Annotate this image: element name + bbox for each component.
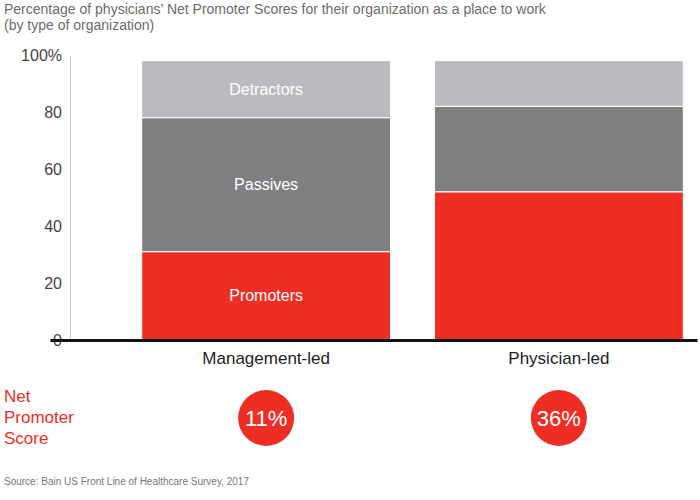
- nps-value: 11%: [245, 406, 287, 431]
- bar-segment: [142, 61, 391, 118]
- x-axis-line: [51, 339, 698, 342]
- y-tick-label: 80: [44, 104, 62, 121]
- net-promoter-score: Net Promoter Score 11% 36%: [4, 387, 587, 448]
- series-label: Detractors: [229, 81, 303, 98]
- series: [142, 106, 684, 251]
- y-tick-label: 20: [44, 275, 62, 292]
- y-tick: 40: [44, 218, 70, 235]
- y-tick-label: 40: [44, 218, 62, 235]
- x-tick: Management-led: [202, 340, 330, 368]
- y-tick: 100%: [21, 47, 70, 64]
- nps-label-line: Promoter: [4, 408, 74, 427]
- bar-segment: [142, 252, 391, 340]
- x-tick: Physician-led: [508, 340, 609, 368]
- y-tick: 80: [44, 104, 70, 121]
- bar-segment: [434, 192, 683, 340]
- x-axis: Management-led Physician-led: [51, 340, 698, 368]
- y-tick-label: 100%: [21, 47, 62, 64]
- nps-badge: [238, 390, 294, 446]
- series-labels: Promoters Passives Detractors: [229, 81, 303, 305]
- y-tick: 60: [44, 161, 70, 178]
- y-axis-line: [70, 56, 71, 341]
- series-label: Passives: [234, 176, 298, 193]
- series-label: Promoters: [229, 287, 303, 304]
- y-axis: 020406080100%: [21, 47, 70, 349]
- nps-badge: [531, 390, 587, 446]
- x-tick-label: Management-led: [202, 349, 330, 368]
- source: Source: Bain US Front Line of Healthcare…: [4, 476, 249, 487]
- bars: [142, 61, 684, 340]
- nps-value: 36%: [537, 406, 581, 431]
- x-tick-label: Physician-led: [508, 349, 609, 368]
- title: Percentage of physicians’ Net Promoter S…: [4, 1, 547, 17]
- nps-label: Net Promoter Score: [4, 387, 74, 448]
- series: [142, 61, 684, 118]
- subtitle: (by type of organization): [4, 17, 154, 33]
- y-tick: 20: [44, 275, 70, 292]
- y-tick-label: 60: [44, 161, 62, 178]
- bar-segment: [434, 106, 683, 192]
- bar-segment: [434, 61, 683, 107]
- nps-label-line: Score: [4, 429, 48, 448]
- nps-label-line: Net: [4, 387, 31, 406]
- bar-segment: [142, 118, 391, 252]
